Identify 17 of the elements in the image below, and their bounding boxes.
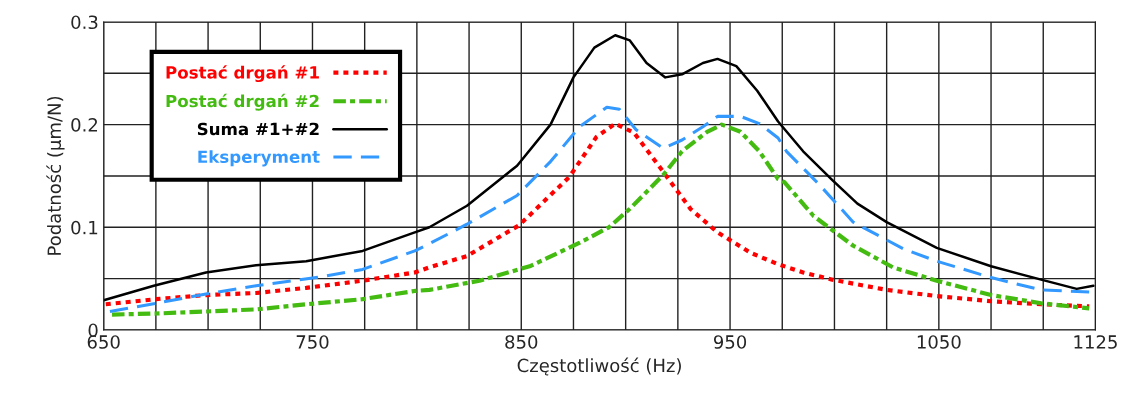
x-tick-label: 1125	[1074, 335, 1117, 349]
y-tick-label: 0.3	[71, 15, 98, 30]
y-tick-label: 0.1	[71, 220, 98, 235]
x-tick-label: 750	[296, 335, 329, 349]
legend-label: Postać drgań #1	[166, 65, 319, 83]
line-series	[103, 34, 1095, 302]
y-tick-label: 0.2	[71, 118, 98, 132]
legend-label: Eksperyment	[198, 150, 320, 167]
x-tick-label: 850	[505, 335, 538, 349]
x-tick-label: 650	[87, 335, 120, 349]
legend-label: Postać drgań #2	[166, 93, 319, 111]
x-axis-title: Częstotliwość (Hz)	[517, 357, 681, 376]
x-tick-label: 950	[713, 335, 747, 349]
y-axis-title: Podatność (μm/N)	[46, 96, 65, 255]
y-tick-label: 0	[88, 323, 98, 338]
legend-label: Suma #1+#2	[197, 122, 319, 136]
x-tick-label: 1050	[917, 335, 961, 349]
